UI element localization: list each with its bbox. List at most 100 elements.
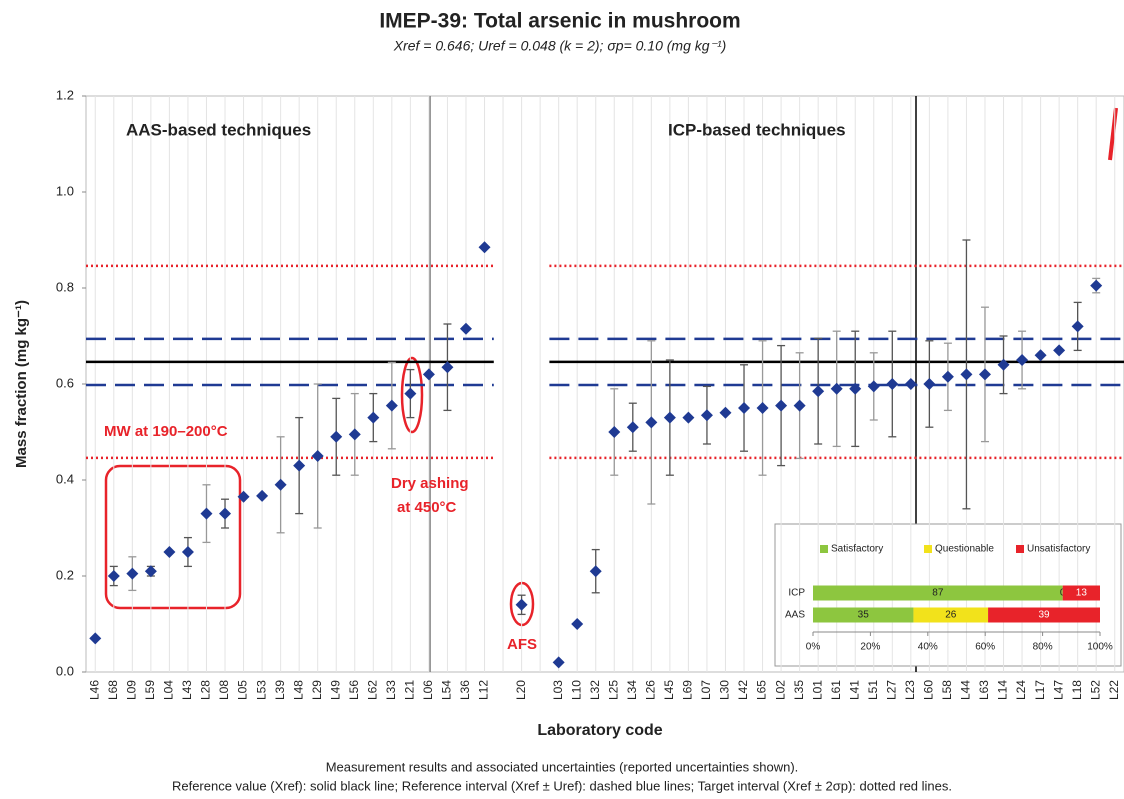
data-point <box>330 430 343 443</box>
legend-label: Unsatisfactory <box>1027 544 1090 555</box>
data-point <box>571 618 584 630</box>
annotation: Dry ashing <box>391 475 469 492</box>
bar-segment <box>813 607 914 623</box>
x-tick-label: 60% <box>975 642 995 653</box>
x-tick-label: L62 <box>365 680 379 700</box>
x-tick-label: L34 <box>625 680 639 700</box>
x-tick-label: L56 <box>347 680 361 700</box>
data-point <box>1034 349 1047 362</box>
x-tick-label: L43 <box>180 680 194 700</box>
x-tick-label: L69 <box>681 680 695 700</box>
x-tick-label: L04 <box>162 680 176 700</box>
x-tick-label: L01 <box>810 680 824 700</box>
data-point <box>367 411 380 424</box>
data-point <box>941 370 954 383</box>
data-point <box>1090 279 1103 292</box>
caption: Measurement results and associated uncer… <box>326 759 799 774</box>
data-point <box>1016 354 1029 366</box>
y-tick-label: 0.2 <box>56 567 74 582</box>
x-tick-label: L61 <box>829 680 843 700</box>
x-tick-label: L10 <box>569 680 583 700</box>
caption: Reference value (Xref): solid black line… <box>172 778 952 793</box>
data-point <box>515 598 528 611</box>
x-tick-label: L14 <box>996 680 1010 700</box>
legend-label: Questionable <box>935 544 994 555</box>
data-point <box>422 368 435 381</box>
x-tick-label: L21 <box>403 680 417 700</box>
highlight-ellipse <box>400 356 424 434</box>
data-point <box>459 322 472 335</box>
value-label: 13 <box>1076 588 1088 599</box>
chart-title: IMEP-39: Total arsenic in mushroom <box>379 10 740 33</box>
data-point <box>552 656 565 669</box>
data-point <box>775 399 788 412</box>
bar-segment <box>1062 585 1100 601</box>
x-tick-label: L27 <box>884 680 898 700</box>
annotation: AFS <box>507 636 537 653</box>
annotation: ICP-based techniques <box>668 120 846 139</box>
x-tick-label: L52 <box>1088 680 1102 700</box>
x-tick-label: L18 <box>1070 680 1084 700</box>
x-tick-label: L35 <box>792 680 806 700</box>
x-tick-label: L54 <box>440 680 454 700</box>
x-tick-label: L12 <box>477 680 491 700</box>
highlight-box <box>104 464 242 610</box>
y-tick-label: 1.2 <box>56 87 74 102</box>
x-tick-label: L17 <box>1033 680 1047 700</box>
x-tick-label: L23 <box>903 680 917 700</box>
x-tick-label: 20% <box>860 642 880 653</box>
data-point <box>663 411 676 424</box>
data-point <box>107 570 120 582</box>
legend-swatch <box>820 545 828 553</box>
y-tick-label: 0.6 <box>56 375 74 390</box>
x-tick-label: L20 <box>514 680 528 700</box>
data-point <box>404 387 417 400</box>
y-tick-label: 0.8 <box>56 279 74 294</box>
y-tick-label: AAS <box>785 610 805 621</box>
x-tick-label: L68 <box>106 680 120 700</box>
data-point <box>978 368 991 381</box>
annotation: at 450°C <box>397 499 457 516</box>
x-tick-label: L03 <box>551 680 565 700</box>
x-tick-label: L32 <box>588 680 602 700</box>
data-point <box>626 421 639 434</box>
data-point <box>256 489 269 502</box>
x-axis-label: Laboratory code <box>537 722 662 739</box>
data-point <box>441 361 454 374</box>
data-point <box>311 450 324 462</box>
x-tick-label: L26 <box>644 680 658 700</box>
value-label: 26 <box>945 610 957 621</box>
x-tick-label: L22 <box>1107 680 1121 700</box>
data-point <box>274 478 287 491</box>
data-point <box>200 507 213 520</box>
data-point <box>219 507 232 520</box>
data-point <box>923 378 936 390</box>
x-tick-label: L33 <box>384 680 398 700</box>
data-point <box>1071 320 1084 333</box>
data-point <box>812 385 825 398</box>
data-point <box>682 411 695 424</box>
data-point <box>126 567 139 580</box>
x-tick-label: L45 <box>662 680 676 700</box>
bar-segment <box>813 585 1063 601</box>
y-tick-label: 1.0 <box>56 183 74 198</box>
x-tick-label: L36 <box>458 680 472 700</box>
data-point <box>478 241 491 254</box>
data-point <box>89 632 102 645</box>
x-tick-label: L63 <box>977 680 991 700</box>
x-tick-label: L09 <box>125 680 139 700</box>
bar-segment <box>913 607 989 623</box>
x-tick-label: L25 <box>606 680 620 700</box>
data-point <box>608 426 621 438</box>
x-tick-label: L65 <box>755 680 769 700</box>
data-point <box>997 358 1010 371</box>
x-tick-label: L48 <box>291 680 305 700</box>
data-point <box>293 459 306 472</box>
data-point <box>1053 344 1066 357</box>
x-tick-label: 0% <box>806 642 821 653</box>
x-tick-label: L02 <box>773 680 787 700</box>
x-tick-label: L51 <box>866 680 880 700</box>
x-tick-label: L44 <box>959 680 973 700</box>
x-tick-label: L08 <box>217 680 231 700</box>
x-tick-label: L60 <box>922 680 936 700</box>
